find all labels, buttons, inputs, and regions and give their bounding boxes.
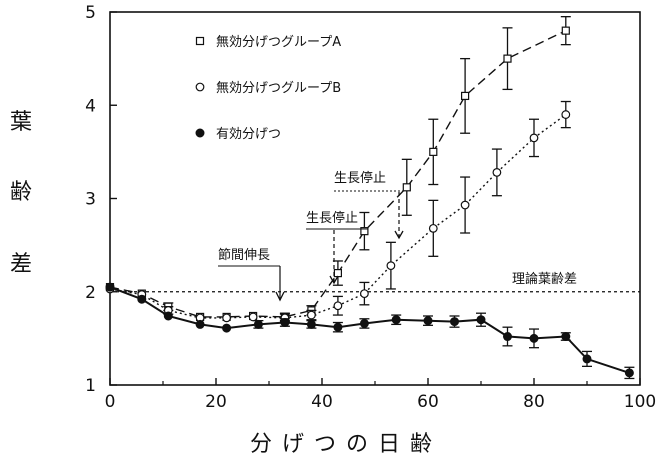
data-point (423, 316, 433, 326)
data-point (503, 54, 512, 63)
legend-entry: 無効分げつグループA (216, 35, 341, 50)
data-point (461, 91, 470, 101)
series-group (105, 16, 635, 380)
data-point (222, 323, 232, 333)
data-point (333, 301, 343, 311)
data-point (391, 315, 401, 325)
series-2 (105, 100, 571, 323)
series-line (109, 30, 567, 318)
data-point (386, 261, 396, 271)
data-point (428, 223, 438, 233)
x-axis-label: 分げつの日齢 (250, 432, 443, 457)
data-point (307, 310, 316, 320)
y-axis-label-char-3: 差 (10, 252, 33, 277)
data-point (280, 318, 290, 328)
data-point (253, 319, 263, 329)
legend: 無効分げつグループA 無効分げつグループB 有効分げつ (195, 35, 341, 142)
data-point (529, 133, 539, 143)
data-point (333, 269, 342, 278)
data-point (402, 183, 411, 192)
data-point (360, 227, 369, 236)
annotation-stop-a: 生長停止 (334, 170, 386, 186)
data-point (582, 354, 592, 364)
data-point (561, 332, 571, 342)
annotation-stop-a-arrow-head (394, 230, 404, 240)
y-axis-label-char-2: 齢 (10, 180, 33, 205)
y-axis-label-char-1: 葉 (10, 110, 33, 135)
data-point (476, 315, 486, 325)
x-tick-label: 20 (205, 392, 227, 412)
data-point (492, 167, 502, 177)
legend-entry: 無効分げつグループB (216, 81, 341, 96)
data-point (222, 313, 232, 323)
y-tick-label: 5 (85, 3, 96, 23)
data-point (359, 318, 369, 328)
annotation-stop-b: 生長停止 (306, 210, 358, 226)
data-point (306, 319, 316, 329)
data-point (460, 200, 470, 210)
data-point (163, 311, 173, 321)
axes: 0 20 40 60 80 100 1 2 3 4 5 (85, 3, 656, 412)
annotation-stop-b-arrow-head (329, 275, 339, 285)
reference-line-group: 理論葉齢差 (110, 271, 640, 293)
data-point (561, 110, 571, 119)
series-line (109, 114, 567, 319)
data-point (248, 312, 258, 322)
data-point (429, 147, 438, 156)
legend-marker (195, 36, 205, 46)
x-tick-label: 60 (417, 392, 439, 412)
y-tick-label: 4 (85, 96, 96, 116)
x-tick-label: 100 (624, 392, 656, 412)
reference-line-label: 理論葉齢差 (512, 271, 577, 287)
legend-entry: 有効分げつ (216, 127, 281, 142)
annotation-internode: 節間伸長 (218, 248, 270, 263)
x-tick-label: 80 (523, 392, 545, 412)
y-tick-label: 3 (85, 190, 96, 210)
data-point (195, 319, 205, 329)
annotation-internode-arrow-head (275, 291, 285, 302)
legend-marker (195, 82, 205, 92)
x-tick-label: 0 (105, 392, 116, 412)
series-line (109, 286, 630, 374)
y-tick-label: 1 (85, 376, 96, 396)
y-tick-label: 2 (85, 283, 96, 303)
data-point (360, 289, 369, 299)
data-point (561, 26, 570, 35)
legend-marker (195, 128, 205, 138)
x-tick-label: 40 (311, 392, 333, 412)
series-3 (105, 282, 635, 380)
data-point (503, 332, 512, 342)
data-point (333, 322, 343, 332)
data-point (529, 333, 539, 343)
data-point (137, 294, 147, 304)
data-point (105, 282, 115, 292)
data-point (624, 368, 634, 378)
plot-frame (109, 11, 641, 386)
data-point (450, 317, 459, 327)
